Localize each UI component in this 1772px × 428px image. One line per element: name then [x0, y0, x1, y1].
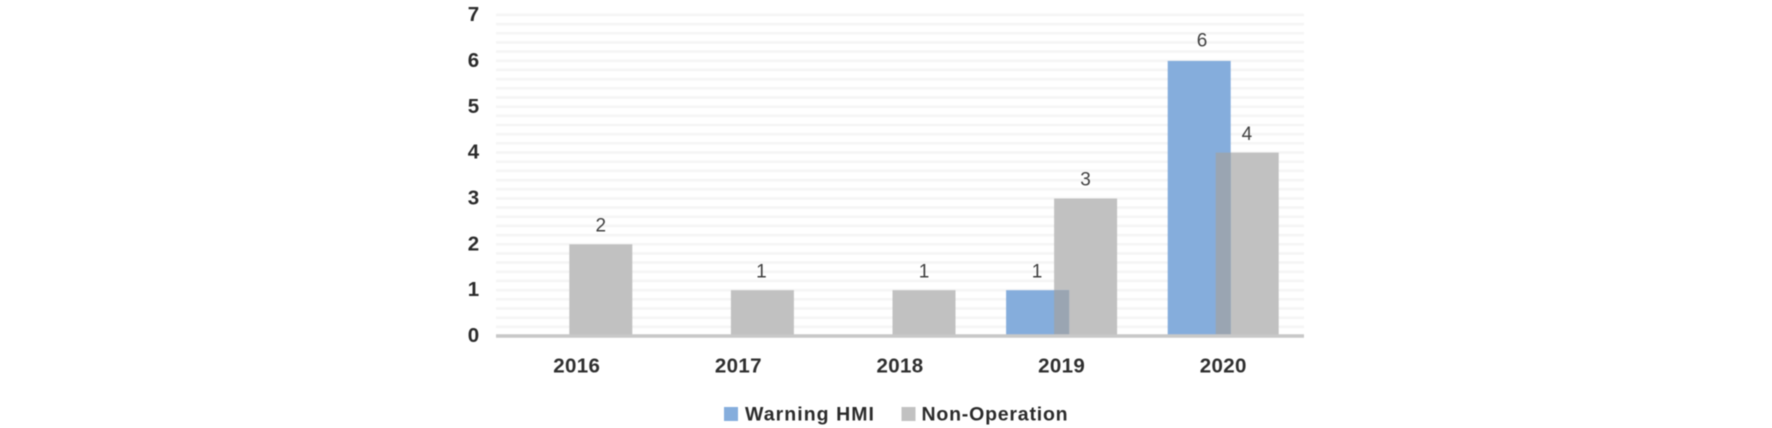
svg-text:4: 4 — [1242, 124, 1253, 145]
svg-text:7: 7 — [468, 3, 479, 26]
svg-text:1: 1 — [919, 261, 930, 282]
svg-text:3: 3 — [468, 187, 479, 210]
svg-text:1: 1 — [1032, 261, 1043, 282]
svg-text:2: 2 — [596, 216, 607, 237]
svg-text:0: 0 — [468, 324, 479, 347]
svg-text:5: 5 — [468, 95, 479, 118]
svg-text:Non-Operation: Non-Operation — [922, 404, 1069, 426]
svg-text:1: 1 — [468, 278, 479, 301]
svg-text:6: 6 — [468, 49, 479, 72]
svg-text:Warning HMI: Warning HMI — [745, 404, 875, 426]
svg-text:2018: 2018 — [876, 355, 923, 378]
svg-text:2017: 2017 — [715, 355, 762, 378]
svg-text:2: 2 — [468, 232, 479, 255]
svg-text:3: 3 — [1080, 170, 1091, 191]
svg-text:1: 1 — [756, 261, 767, 282]
svg-text:2016: 2016 — [553, 355, 600, 378]
svg-text:6: 6 — [1197, 31, 1208, 52]
svg-text:2019: 2019 — [1038, 355, 1085, 378]
svg-text:2020: 2020 — [1200, 355, 1247, 378]
svg-text:4: 4 — [468, 141, 480, 164]
